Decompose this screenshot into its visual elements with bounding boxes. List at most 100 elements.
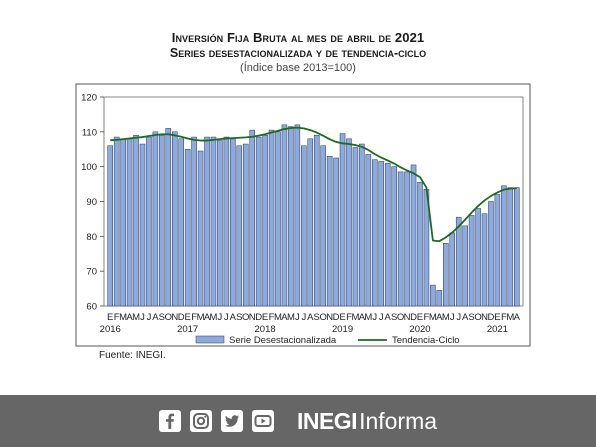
bar xyxy=(191,136,197,307)
bar xyxy=(178,138,184,307)
month-tick-label: M xyxy=(364,312,372,323)
month-tick-label: M xyxy=(119,312,127,323)
month-tick-label: M xyxy=(506,312,514,323)
month-tick-label: J xyxy=(218,312,223,323)
month-tick-label: M xyxy=(287,312,295,323)
bar xyxy=(165,128,172,307)
month-tick-label: M xyxy=(442,312,450,323)
bar xyxy=(313,135,320,307)
bar xyxy=(501,185,507,307)
bar xyxy=(184,149,191,307)
bar xyxy=(346,138,352,307)
bar xyxy=(488,201,494,307)
month-tick-label: A xyxy=(385,312,392,323)
bar xyxy=(352,147,359,307)
legend-line-label: Tendencia-Ciclo xyxy=(392,335,460,346)
year-tick-label: 2018 xyxy=(255,324,276,335)
source-note: Fuente: INEGI. xyxy=(99,350,166,361)
bar xyxy=(152,131,159,307)
bar xyxy=(236,145,243,307)
bar xyxy=(275,131,281,307)
month-tick-label: N xyxy=(404,312,411,323)
month-tick-label: F xyxy=(269,312,275,323)
month-tick-label: N xyxy=(171,312,178,323)
month-tick-label: J xyxy=(450,312,455,323)
month-tick-label: A xyxy=(281,312,288,323)
chart-title: Inversión Fija Bruta al mes de abril de … xyxy=(171,30,425,45)
trend-line xyxy=(110,126,517,243)
brand-light-text: Informa xyxy=(359,407,438,434)
month-tick-label: F xyxy=(114,312,120,323)
bar xyxy=(443,243,449,307)
month-tick-label: A xyxy=(359,312,366,323)
bar xyxy=(378,161,385,307)
month-tick-label: S xyxy=(236,312,242,323)
bar xyxy=(120,138,126,307)
bar xyxy=(301,145,307,307)
month-tick-label: E xyxy=(417,312,423,323)
month-tick-label: D xyxy=(488,312,495,323)
year-tick-label: 2020 xyxy=(409,324,430,335)
month-tick-label: N xyxy=(326,312,333,323)
month-tick-label: J xyxy=(379,312,384,323)
bar xyxy=(391,166,397,307)
y-tick-label: 120 xyxy=(81,93,97,104)
bar xyxy=(197,150,204,307)
facebook-icon[interactable] xyxy=(158,410,181,432)
bar xyxy=(126,138,133,307)
month-tick-label: A xyxy=(126,312,133,323)
month-tick-label: J xyxy=(372,312,377,323)
bar xyxy=(494,194,501,307)
month-tick-label: J xyxy=(301,312,306,323)
bar xyxy=(430,284,436,307)
instagram-icon[interactable] xyxy=(189,410,212,432)
legend-bar-label: Serie Desestacionalizada xyxy=(229,335,337,346)
year-tick-label: 2016 xyxy=(100,324,121,335)
twitter-icon[interactable] xyxy=(220,410,243,432)
youtube-icon[interactable] xyxy=(251,410,274,432)
bar xyxy=(468,215,475,307)
bar xyxy=(113,136,120,307)
bar xyxy=(255,136,262,307)
year-tick-label: 2021 xyxy=(487,324,508,335)
month-tick-label: O xyxy=(319,312,326,323)
bar xyxy=(417,182,423,307)
year-tick-label: 2019 xyxy=(332,324,353,335)
legend-bar-swatch xyxy=(195,335,225,344)
bar xyxy=(455,216,462,307)
bar xyxy=(262,135,268,307)
month-tick-label: E xyxy=(339,312,345,323)
y-tick-label: 70 xyxy=(86,267,97,278)
month-tick-label: S xyxy=(468,312,474,323)
month-tick-label: J xyxy=(295,312,300,323)
chart-note: (Índice base 2013=100) xyxy=(240,62,356,74)
month-tick-label: D xyxy=(255,312,262,323)
month-tick-label: E xyxy=(494,312,500,323)
month-tick-label: F xyxy=(424,312,430,323)
bar xyxy=(133,135,139,307)
bar xyxy=(217,140,223,307)
legend: Serie Desestacionalizada Tendencia-Ciclo xyxy=(195,335,460,346)
bar xyxy=(507,187,514,307)
year-tick-label: 2017 xyxy=(177,324,198,335)
bar xyxy=(410,164,417,307)
month-tick-label: J xyxy=(224,312,229,323)
bar xyxy=(339,133,346,307)
bar xyxy=(326,155,333,307)
month-tick-label: A xyxy=(514,312,521,323)
bar xyxy=(462,225,468,307)
bar xyxy=(365,154,372,307)
chart-title-block: Inversión Fija Bruta al mes de abril de … xyxy=(0,30,596,75)
month-tick-label: D xyxy=(410,312,417,323)
month-tick-label: F xyxy=(346,312,352,323)
bar xyxy=(223,136,230,307)
bar xyxy=(268,129,275,307)
month-tick-label: O xyxy=(242,312,249,323)
bar xyxy=(294,124,301,307)
month-tick-label: S xyxy=(159,312,165,323)
y-tick-label: 80 xyxy=(86,232,97,243)
month-tick-label: J xyxy=(456,312,461,323)
bar xyxy=(171,131,178,307)
month-tick-label: M xyxy=(351,312,359,323)
month-tick-label: O xyxy=(474,312,481,323)
